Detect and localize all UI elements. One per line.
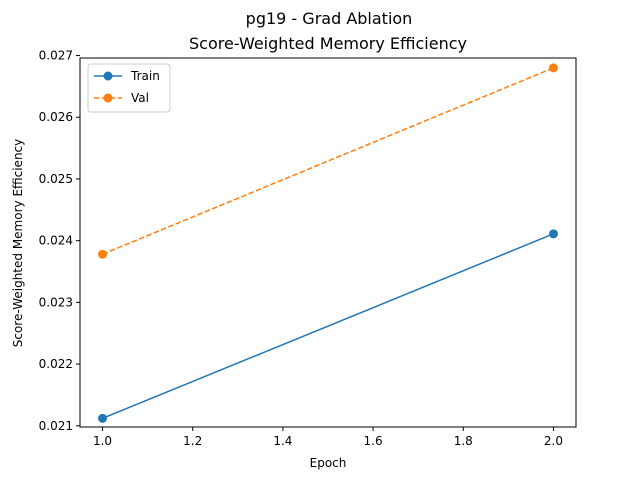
- plot-frame: [79, 57, 577, 428]
- y-axis-label: Score-Weighted Memory Efficiency: [11, 139, 25, 348]
- plot-area: [79, 57, 577, 428]
- y-axis: 0.021 0.022 0.023 0.024 0.025 0.026 0.027: [39, 49, 80, 433]
- series-train-point: [98, 413, 108, 423]
- y-tick-label: 0.024: [39, 234, 73, 248]
- x-tick-label: 1.4: [273, 434, 292, 448]
- x-axis-label: Epoch: [310, 456, 347, 470]
- legend: Train Val: [87, 63, 171, 113]
- series-val-line: [102, 67, 554, 255]
- y-tick-label: 0.027: [39, 49, 73, 63]
- legend-train-label: Train: [130, 69, 160, 83]
- series-train-line: [102, 233, 554, 420]
- legend-val-label: Val: [131, 91, 149, 105]
- x-tick-label: 2.0: [544, 434, 563, 448]
- y-tick-label: 0.021: [39, 419, 73, 433]
- x-tick-label: 1.8: [454, 434, 473, 448]
- y-tick-label: 0.025: [39, 172, 73, 186]
- legend-train-marker: [103, 71, 113, 81]
- x-axis: 1.0 1.2 1.4 1.6 1.8 2.0: [93, 427, 563, 448]
- y-tick-label: 0.023: [39, 295, 73, 309]
- series-val-point: [548, 63, 558, 73]
- series-val-point: [98, 249, 108, 259]
- x-tick-label: 1.2: [183, 434, 202, 448]
- legend-val-marker: [103, 93, 113, 103]
- y-tick-label: 0.026: [39, 110, 73, 124]
- chart-suptitle: pg19 - Grad Ablation: [246, 9, 413, 28]
- y-tick-label: 0.022: [39, 357, 73, 371]
- chart-title: Score-Weighted Memory Efficiency: [189, 34, 467, 53]
- series-layer: [98, 63, 558, 423]
- series-train-point: [548, 229, 558, 239]
- x-tick-label: 1.0: [93, 434, 112, 448]
- x-tick-label: 1.6: [364, 434, 383, 448]
